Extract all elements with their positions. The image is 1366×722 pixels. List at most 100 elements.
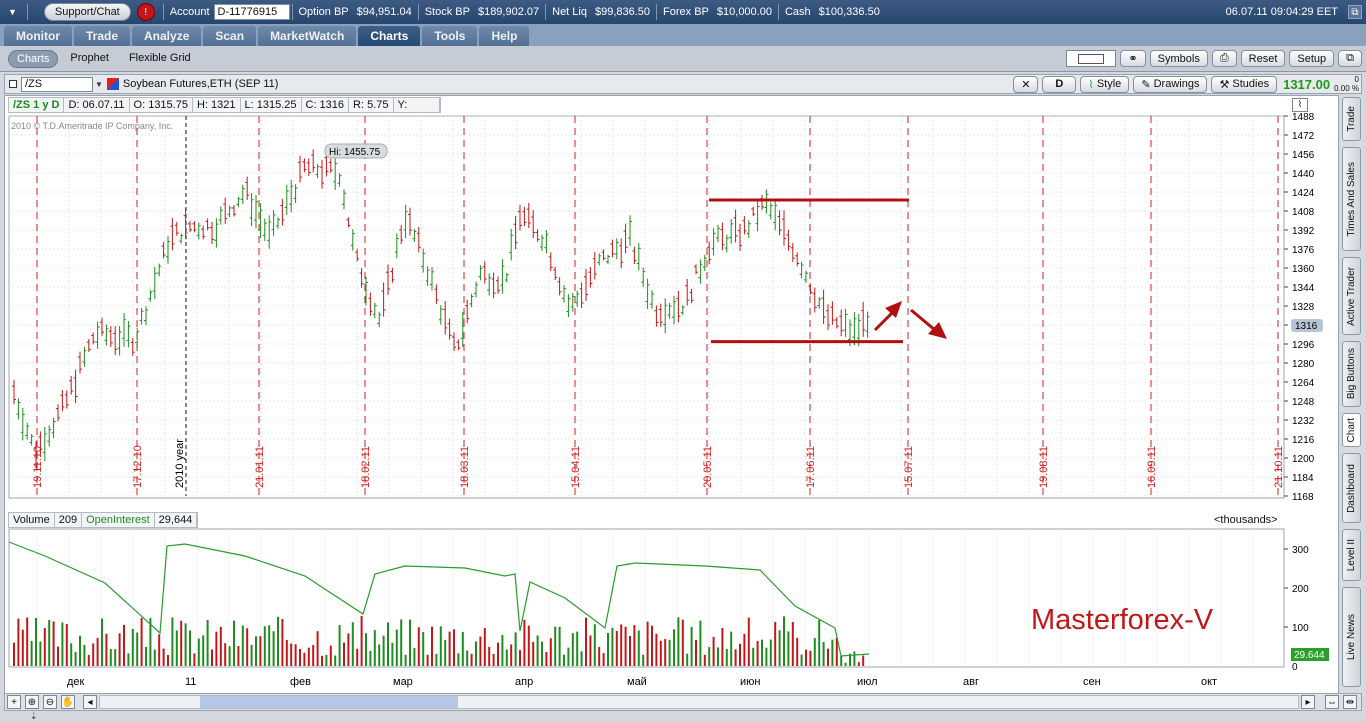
collapse-icon[interactable]: ⇣ <box>30 711 38 721</box>
price-tick-label: 1360 <box>1292 264 1315 275</box>
high-info: H: 1321 <box>193 98 241 112</box>
last-price: 1317.00 <box>1283 76 1331 92</box>
subtab-prophet[interactable]: Prophet <box>70 51 109 64</box>
account-select[interactable]: D-11776915 ... <box>213 4 290 20</box>
zoom-out-icon[interactable]: ⊖ <box>43 695 57 709</box>
nav-tab-charts[interactable]: Charts <box>358 26 421 46</box>
fit-icon[interactable]: ⇔ <box>1325 695 1339 709</box>
nav-tab-help[interactable]: Help <box>479 26 530 46</box>
range-info: R: 5.75 <box>349 98 394 112</box>
price-tick-label: 1280 <box>1292 359 1315 370</box>
rail-tab-live-news[interactable]: Live News <box>1342 587 1361 687</box>
window-restore-icon[interactable]: ⧉ <box>1348 5 1362 19</box>
pan-hand-icon[interactable]: ✋ <box>61 695 75 709</box>
oi-label: OpenInterest <box>82 513 155 527</box>
reset-button[interactable]: Reset <box>1240 50 1286 67</box>
scroll-right-icon[interactable]: ▸ <box>1301 695 1315 709</box>
rail-tab-trade[interactable]: Trade <box>1342 97 1361 141</box>
nav-tab-marketwatch[interactable]: MarketWatch <box>258 26 357 46</box>
volume-tick-label: 0 <box>1292 662 1298 673</box>
charts-subnav: Charts Prophet Flexible Grid ⚭ Symbols ⎙ R… <box>0 46 1366 72</box>
date-marker-label: 16.09.11 <box>1146 446 1158 488</box>
chart-link-icon <box>9 80 17 88</box>
divider <box>777 4 779 20</box>
date-marker-label: 21.01.11 <box>254 446 266 488</box>
main-nav: Monitor Trade Analyze Scan MarketWatch Charts… <box>0 24 1366 46</box>
drawings-button[interactable]: ✎ Drawings <box>1133 75 1208 93</box>
symbol-bar: /ZS ▼ Soybean Futures,ETH (SEP 11) ✕ D ⌇… <box>4 74 1362 94</box>
oi-tag: 29.644 <box>1294 650 1325 661</box>
watermark-text: Masterforex-V <box>1031 604 1214 636</box>
instrument-description: Soybean Futures,ETH (SEP 11) <box>122 78 279 90</box>
detach-icon[interactable]: ⧉ <box>1338 50 1362 67</box>
period-info: /ZS 1 y D <box>9 98 65 112</box>
subtab-charts[interactable]: Charts <box>8 49 59 68</box>
print-icon[interactable]: ⎙ <box>1211 50 1237 67</box>
divider <box>417 4 419 20</box>
y-info: Y: <box>394 98 440 112</box>
nav-tab-trade[interactable]: Trade <box>74 26 131 46</box>
month-label: мар <box>393 676 413 688</box>
date-marker-label: 19.11.10 <box>32 446 44 488</box>
link-icon[interactable]: ⚭ <box>1120 50 1146 67</box>
rail-tab-big-buttons[interactable]: Big Buttons <box>1342 341 1361 407</box>
chart-panel[interactable]: 1488 1472 1456 1440 1424 1408 1392 1376 1360 1344… <box>4 95 1339 697</box>
crosshair-tool-icon[interactable]: + <box>7 695 21 709</box>
price-tag-box <box>1291 319 1323 332</box>
date-info: D: 06.07.11 <box>64 98 130 112</box>
crosshair-icon[interactable]: ✕ <box>1013 75 1039 93</box>
month-label: фев <box>290 676 311 688</box>
close-info: C: 1316 <box>302 98 350 112</box>
period-select[interactable]: D <box>1042 75 1077 93</box>
nav-tab-scan[interactable]: Scan <box>203 26 257 46</box>
rail-tab-label: Live News <box>1346 613 1357 661</box>
rail-tab-times-and-sales[interactable]: Times And Sales <box>1342 147 1361 251</box>
support-chat-button[interactable]: Support/Chat <box>43 3 131 21</box>
symbol-dropdown-icon[interactable]: ▼ <box>95 79 103 89</box>
chart-toolbar: ⚭ Symbols ⎙ Reset Setup ⧉ <box>1066 50 1362 67</box>
rail-tab-level-ii[interactable]: Level II <box>1342 529 1361 581</box>
nav-tab-monitor[interactable]: Monitor <box>4 26 72 46</box>
setup-button[interactable]: Setup <box>1289 50 1335 67</box>
date-marker-label: 15.07.11 <box>903 446 915 488</box>
price-tick-label: 1248 <box>1292 397 1315 408</box>
volume-info: Volume 209 OpenInterest 29,644 <box>8 512 199 528</box>
subtab-flexible-grid[interactable]: Flexible Grid <box>128 51 191 64</box>
zoom-in-icon[interactable]: ⊕ <box>25 695 39 709</box>
menu-arrow-icon[interactable]: ▼ <box>8 7 17 17</box>
rail-tab-dashboard[interactable]: Dashboard <box>1342 453 1361 523</box>
hi-label: Hi: 1455.75 <box>329 147 381 158</box>
date-marker-label: 18.02.11 <box>360 446 372 488</box>
rail-tab-active-trader[interactable]: Active Trader <box>1342 257 1361 335</box>
rail-tab-chart[interactable]: Chart <box>1342 413 1361 447</box>
volume-bars <box>13 616 865 666</box>
drawings-label: Drawings <box>1153 78 1200 90</box>
divider <box>656 4 658 20</box>
symbol-input[interactable]: /ZS <box>21 76 93 92</box>
forex-bp-label: Forex BP <box>663 6 709 18</box>
volume-value: 209 <box>55 513 83 527</box>
price-tick-label: 1264 <box>1292 378 1315 389</box>
symbols-button[interactable]: Symbols <box>1149 50 1208 67</box>
layout-select[interactable] <box>1066 50 1117 67</box>
rail-tab-label: Big Buttons <box>1346 348 1357 400</box>
volume-units: <thousands> <box>1214 514 1278 526</box>
price-chart-svg[interactable]: 1488 1472 1456 1440 1424 1408 1392 1376 1360 1344… <box>5 96 1340 698</box>
studies-button[interactable]: ⚒ Studies <box>1211 75 1278 93</box>
scrollbar-thumb[interactable] <box>200 696 458 708</box>
right-rail: Trade Times And Sales Active Trader Big But… <box>1340 95 1364 697</box>
cash-label: Cash <box>784 6 811 18</box>
alert-icon[interactable]: ! <box>136 3 155 21</box>
style-button[interactable]: ⌇ Style <box>1080 75 1130 93</box>
price-tick-label: 1472 <box>1292 131 1315 142</box>
expand-icon[interactable]: ⇹ <box>1343 695 1357 709</box>
option-bp-label: Option BP <box>298 6 349 18</box>
scroll-left-icon[interactable]: ◂ <box>83 695 97 709</box>
net-liq-label: Net Liq <box>552 6 587 18</box>
horizontal-scrollbar[interactable] <box>99 695 1299 709</box>
nav-tab-analyze[interactable]: Analyze <box>132 26 202 46</box>
price-tick-label: 1392 <box>1292 226 1315 237</box>
chart-settings-icon[interactable]: ⌇ <box>1292 98 1308 112</box>
nav-tab-tools[interactable]: Tools <box>422 26 478 46</box>
oi-value: 29,644 <box>155 513 198 527</box>
